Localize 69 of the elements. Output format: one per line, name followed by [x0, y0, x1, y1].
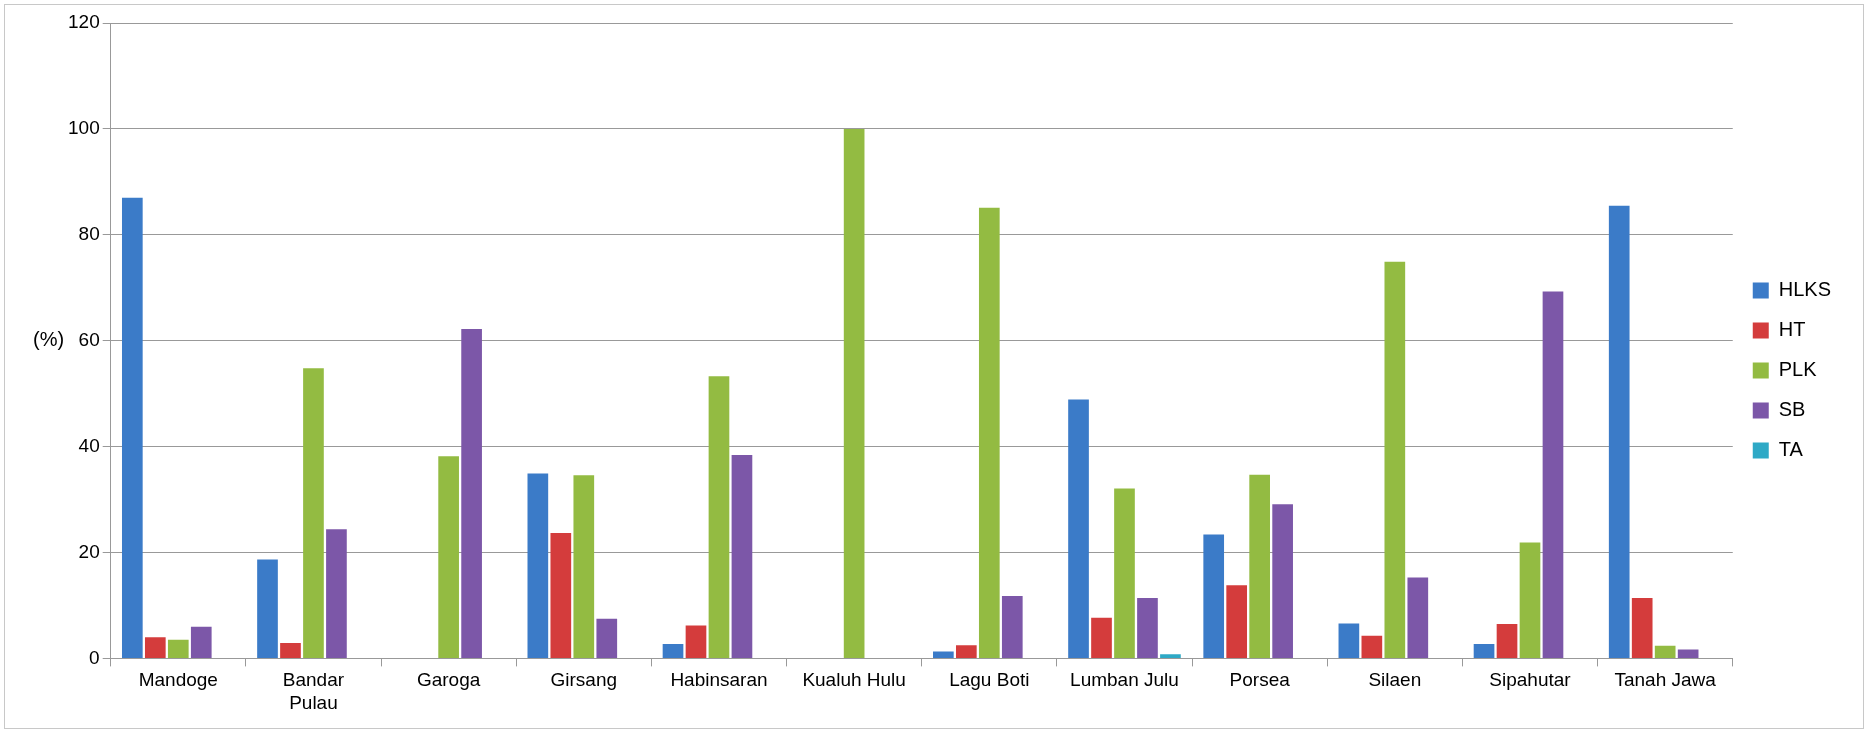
legend-label: HT: [1778, 318, 1806, 341]
bar: [708, 376, 730, 658]
legend-label: TA: [1778, 438, 1804, 461]
bar: [527, 473, 549, 658]
y-axis-title: (%): [33, 328, 65, 351]
bar: [662, 644, 684, 658]
bar: [1608, 205, 1630, 658]
bar: [843, 128, 865, 658]
x-tick-label: Lagu Boti: [949, 669, 1030, 691]
bar: [1001, 595, 1023, 658]
bar: [1068, 399, 1089, 658]
bar: [1137, 598, 1158, 658]
bar: [978, 207, 1000, 658]
bar: [257, 559, 278, 658]
y-tick-label: 40: [78, 434, 100, 456]
x-tick-label: Porsea: [1229, 669, 1291, 691]
bar: [1407, 577, 1429, 658]
x-tick-label: Garoga: [416, 669, 481, 691]
x-tick-label: Bandar Pulau: [282, 669, 345, 713]
bar: [596, 618, 618, 658]
bar: [1249, 474, 1270, 658]
y-tick-label: 0: [89, 646, 100, 668]
bar: [550, 532, 572, 658]
y-tick-label: 20: [78, 540, 100, 562]
bar: [1384, 261, 1406, 658]
x-tick-label: Girsang: [550, 669, 618, 691]
bar: [144, 637, 166, 658]
bar: [190, 626, 212, 658]
bar: [167, 639, 189, 658]
legend-label: PLK: [1778, 358, 1818, 381]
bar: [280, 643, 301, 658]
bar: [1114, 488, 1135, 658]
bar: [933, 651, 954, 658]
bar: [1272, 504, 1293, 658]
bar: [1519, 542, 1541, 658]
y-tick-label: 80: [78, 223, 100, 245]
y-tick-label: 100: [68, 117, 100, 139]
bar: [1160, 654, 1181, 658]
bar: [303, 368, 324, 658]
bar: [121, 197, 143, 658]
y-tick-label: 120: [68, 11, 100, 33]
bar: [1631, 598, 1653, 658]
bar: [1338, 623, 1360, 658]
x-tick-label: Sipahutar: [1489, 669, 1572, 691]
bar: [731, 455, 753, 658]
x-tick-label: Kualuh Hulu: [802, 669, 906, 691]
bar: [1203, 534, 1225, 658]
bar: [1542, 291, 1564, 658]
bar: [1654, 645, 1676, 658]
bar: [573, 475, 595, 658]
bar: [955, 645, 977, 658]
legend-label: HLKS: [1778, 278, 1831, 301]
bar: [1226, 585, 1248, 658]
bar: [685, 625, 707, 658]
bar: [1496, 623, 1518, 658]
x-tick-label: Mandoge: [138, 669, 218, 691]
bar: [1677, 649, 1699, 658]
x-tick-label: Lumban Julu: [1070, 669, 1179, 691]
legend-label: SB: [1778, 398, 1806, 421]
bar: [1473, 644, 1495, 658]
y-tick-label: 60: [78, 328, 100, 350]
bar: [1091, 617, 1112, 658]
x-tick-label: Habinsaran: [670, 669, 768, 691]
bar: [326, 529, 347, 658]
x-tick-label: Tanah Jawa: [1614, 669, 1717, 691]
bar: [461, 329, 482, 658]
bar: [1361, 635, 1383, 658]
x-tick-label: Silaen: [1368, 669, 1422, 691]
bar: [438, 456, 459, 658]
